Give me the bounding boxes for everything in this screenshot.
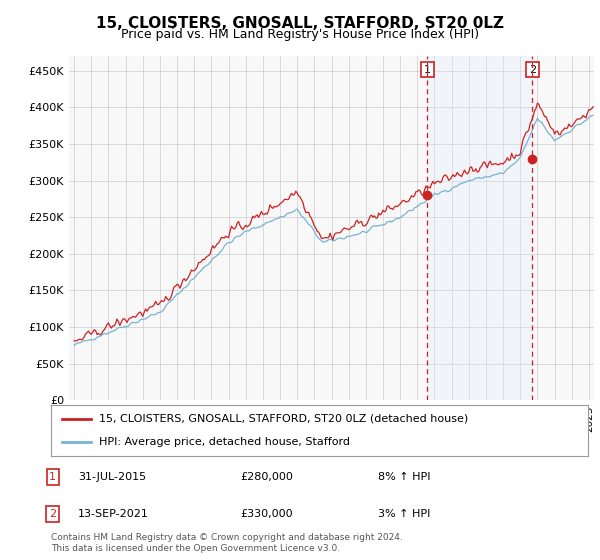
Text: 15, CLOISTERS, GNOSALL, STAFFORD, ST20 0LZ (detached house): 15, CLOISTERS, GNOSALL, STAFFORD, ST20 0… (100, 414, 469, 424)
Text: Price paid vs. HM Land Registry's House Price Index (HPI): Price paid vs. HM Land Registry's House … (121, 28, 479, 41)
Text: 13-SEP-2021: 13-SEP-2021 (78, 509, 149, 519)
Text: £330,000: £330,000 (240, 509, 293, 519)
Bar (427, 56, 532, 400)
Text: 31-JUL-2015: 31-JUL-2015 (78, 472, 146, 482)
Text: 1: 1 (424, 64, 431, 74)
Text: 1: 1 (49, 472, 56, 482)
Text: Contains HM Land Registry data © Crown copyright and database right 2024.
This d: Contains HM Land Registry data © Crown c… (51, 533, 403, 553)
Text: 2: 2 (49, 509, 56, 519)
Text: 3% ↑ HPI: 3% ↑ HPI (378, 509, 430, 519)
Text: 15, CLOISTERS, GNOSALL, STAFFORD, ST20 0LZ: 15, CLOISTERS, GNOSALL, STAFFORD, ST20 0… (96, 16, 504, 31)
Text: 8% ↑ HPI: 8% ↑ HPI (378, 472, 431, 482)
Text: 2: 2 (529, 64, 536, 74)
Text: HPI: Average price, detached house, Stafford: HPI: Average price, detached house, Staf… (100, 437, 350, 447)
Text: £280,000: £280,000 (240, 472, 293, 482)
